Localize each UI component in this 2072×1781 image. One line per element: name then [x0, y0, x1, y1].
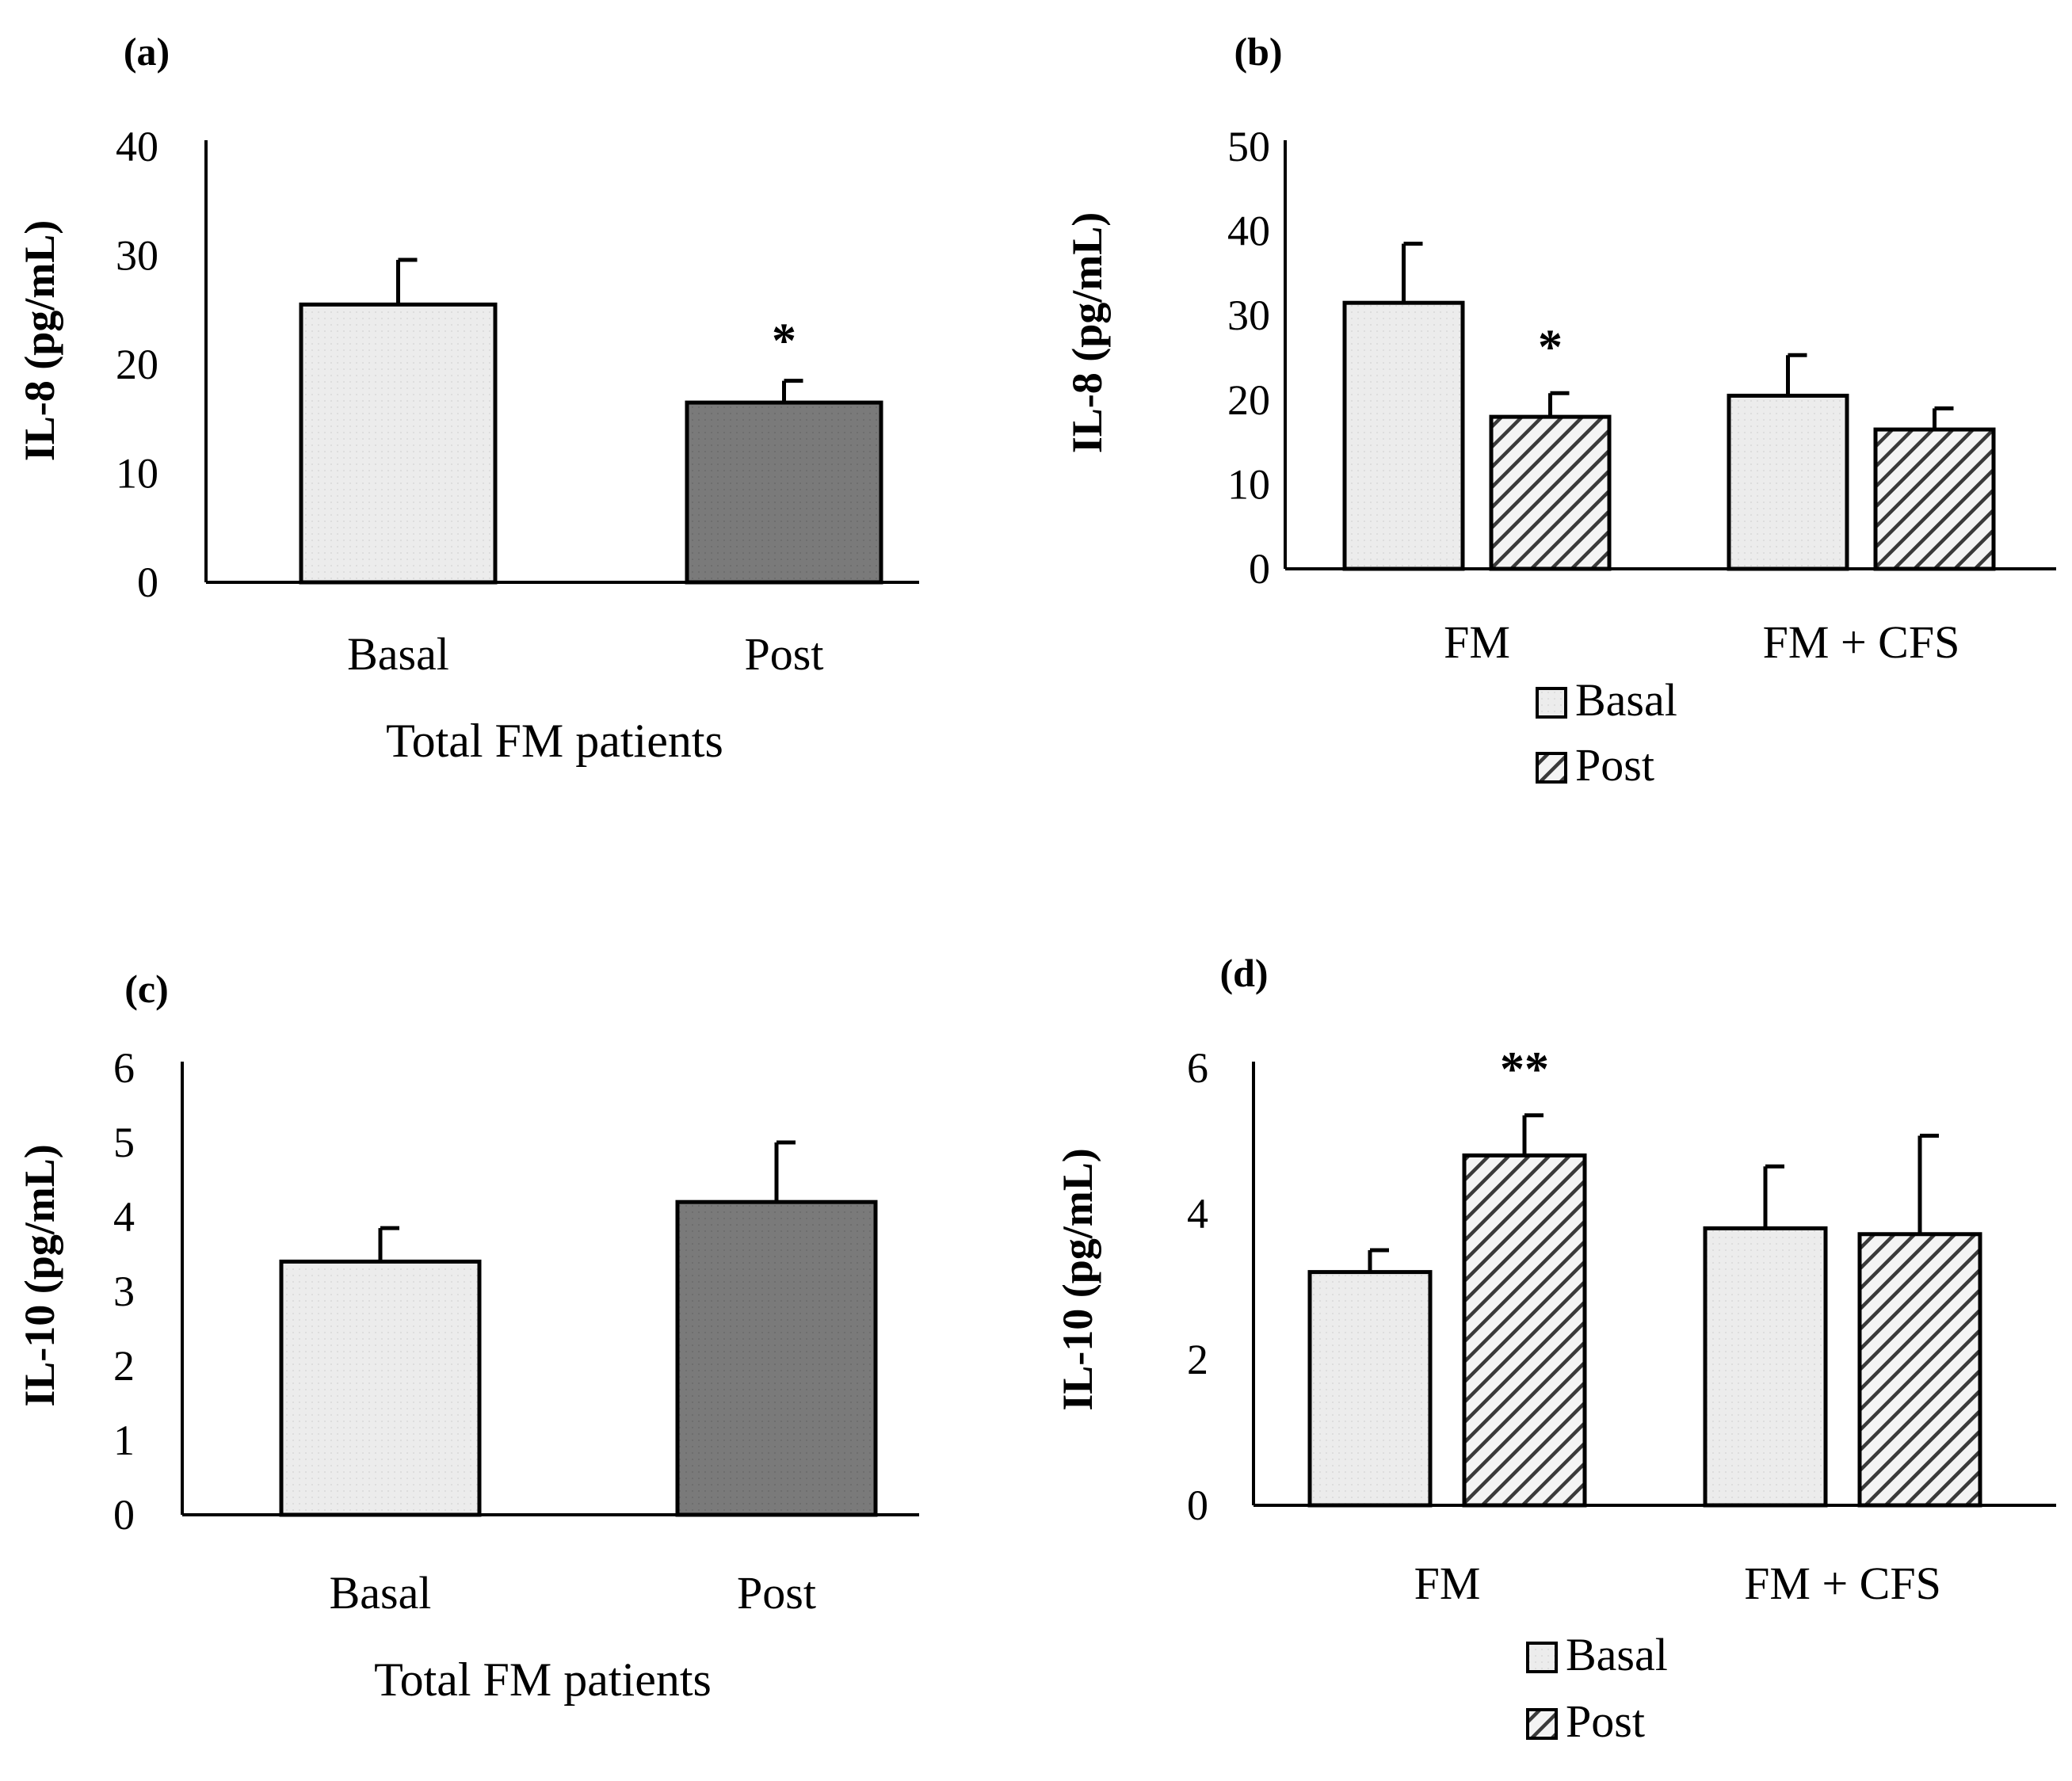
bar-post-fm-cfs: [1857, 1232, 1982, 1508]
y-tick-label: 30: [1227, 292, 1270, 339]
chart-c: (c) IL-10 (pg/mL) 0 1 2 3 4 5 6 Basal Post Total FM…: [16, 967, 919, 1706]
category-label: Post: [737, 1567, 816, 1619]
significance-marker: *: [772, 315, 796, 368]
chart-d: (d) IL-10 (pg/mL) 0 2 4 6 FM ** FM + CFS Basal Pos…: [1054, 951, 2056, 1747]
y-axis-label: IL-8 (pg/mL): [16, 220, 63, 462]
y-tick-label: 0: [113, 1491, 135, 1539]
y-tick-label: 50: [1227, 123, 1270, 170]
chart-a: (a) IL-8 (pg/mL) 0 10 20 30 40 Basal Post * Total …: [16, 29, 919, 767]
bar-post: [685, 400, 883, 585]
legend-label: Post: [1575, 739, 1654, 791]
y-tick-label: 0: [137, 559, 158, 606]
x-axis-label: Total FM patients: [374, 1653, 712, 1706]
y-axis-label: IL-8 (pg/mL): [1063, 212, 1111, 454]
significance-marker: **: [1500, 1043, 1549, 1096]
legend-label: Post: [1566, 1695, 1645, 1747]
chart-b: (b) IL-8 (pg/mL) 0 10 20 30 40 50 FM * FM + CFS Bas…: [1063, 29, 2056, 791]
y-tick-label: 4: [113, 1193, 135, 1241]
y-tick-label: 10: [116, 450, 158, 498]
category-label: FM: [1444, 616, 1510, 668]
y-tick-label: 3: [113, 1268, 135, 1315]
y-tick-label: 20: [1227, 376, 1270, 424]
category-label: Basal: [330, 1567, 432, 1619]
bar-basal-fm-cfs: [1703, 1226, 1828, 1508]
y-tick-label: 40: [1227, 208, 1270, 255]
bar-basal-fm-cfs: [1727, 393, 1849, 571]
y-tick-label: 10: [1227, 460, 1270, 508]
bar-basal: [299, 302, 498, 585]
y-tick-label: 20: [116, 341, 158, 388]
bar-post: [675, 1199, 878, 1517]
bar-post-fm: [1489, 414, 1612, 571]
legend-swatch-post: [1526, 1708, 1558, 1740]
significance-marker: *: [1538, 320, 1563, 374]
legend-label: Basal: [1575, 674, 1677, 726]
y-tick-label: 6: [1187, 1044, 1208, 1092]
category-label: FM: [1414, 1558, 1481, 1609]
panel-label: (d): [1219, 951, 1268, 995]
category-label: FM + CFS: [1763, 616, 1960, 668]
y-tick-label: 0: [1249, 545, 1270, 593]
legend-swatch-post: [1536, 752, 1567, 784]
y-tick-label: 4: [1187, 1190, 1208, 1238]
bar-post-fm: [1462, 1153, 1587, 1508]
y-axis-label: IL-10 (pg/mL): [16, 1144, 63, 1407]
bar-basal-fm: [1342, 300, 1465, 571]
panel-label: (b): [1234, 29, 1282, 74]
category-label: Basal: [347, 628, 449, 680]
bar-basal-fm: [1307, 1270, 1433, 1508]
y-tick-label: 40: [116, 123, 158, 170]
legend: Basal Post: [1526, 1629, 1668, 1747]
category-label: Post: [745, 628, 824, 680]
y-tick-label: 30: [116, 232, 158, 280]
legend-swatch-basal: [1536, 687, 1567, 719]
legend-swatch-basal: [1526, 1642, 1558, 1673]
y-tick-label: 0: [1187, 1482, 1208, 1529]
bar-post-fm-cfs: [1873, 427, 1996, 571]
x-axis-label: Total FM patients: [386, 715, 723, 767]
bar-basal: [279, 1259, 482, 1517]
legend-label: Basal: [1566, 1629, 1668, 1680]
category-label: FM + CFS: [1744, 1558, 1941, 1609]
y-tick-label: 2: [1187, 1336, 1208, 1383]
y-axis-label: IL-10 (pg/mL): [1054, 1148, 1101, 1411]
panel-label: (c): [124, 967, 169, 1011]
y-tick-label: 6: [113, 1044, 135, 1092]
y-tick-label: 2: [113, 1342, 135, 1390]
y-tick-label: 1: [113, 1417, 135, 1464]
y-tick-label: 5: [113, 1119, 135, 1166]
legend: Basal Post: [1536, 674, 1677, 791]
panel-label: (a): [124, 29, 170, 74]
